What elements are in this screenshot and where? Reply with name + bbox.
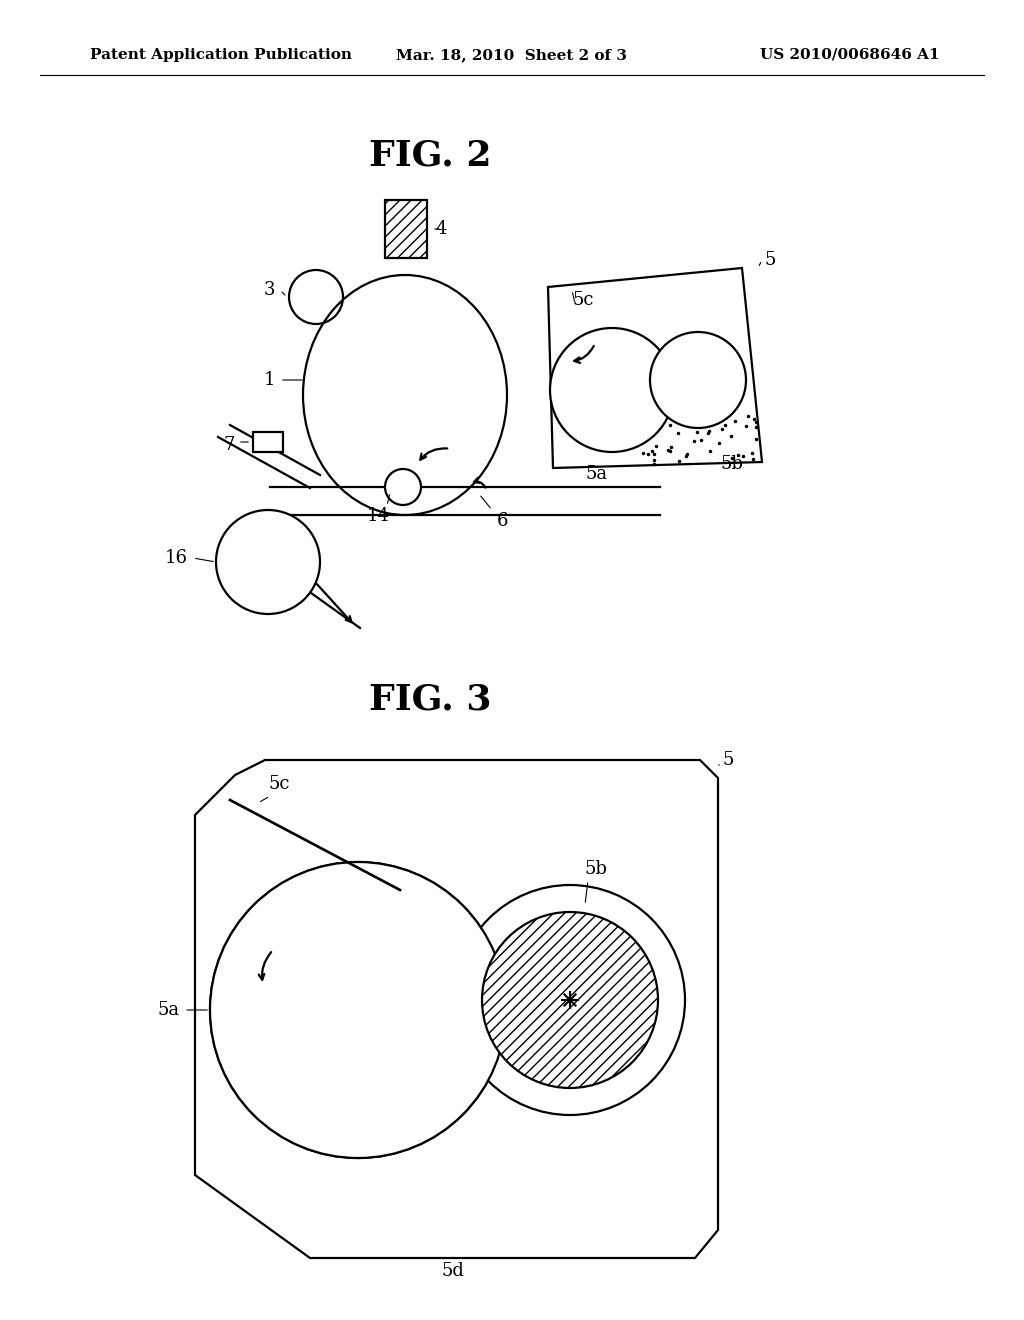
Text: FIG. 2: FIG. 2 — [369, 139, 492, 172]
Text: US 2010/0068646 A1: US 2010/0068646 A1 — [761, 48, 940, 62]
Text: 5b: 5b — [720, 455, 742, 473]
Bar — [253, 432, 283, 451]
Text: Mar. 18, 2010  Sheet 2 of 3: Mar. 18, 2010 Sheet 2 of 3 — [396, 48, 628, 62]
Circle shape — [385, 469, 421, 506]
Text: 7: 7 — [223, 436, 234, 454]
Text: 5a: 5a — [158, 1001, 180, 1019]
Circle shape — [210, 862, 506, 1158]
Text: 5b: 5b — [585, 861, 608, 878]
Polygon shape — [548, 268, 762, 469]
PathPatch shape — [195, 760, 718, 1258]
Circle shape — [216, 510, 319, 614]
Text: 1: 1 — [263, 371, 275, 389]
Circle shape — [650, 333, 746, 428]
Text: 5: 5 — [722, 751, 733, 770]
Circle shape — [550, 327, 674, 451]
Text: 5c: 5c — [268, 775, 290, 793]
Text: 5c: 5c — [572, 290, 594, 309]
Text: 5a: 5a — [586, 465, 608, 483]
Text: 4: 4 — [435, 220, 446, 238]
Text: Patent Application Publication: Patent Application Publication — [90, 48, 352, 62]
Text: 14: 14 — [368, 507, 390, 525]
Circle shape — [455, 884, 685, 1115]
Text: 5: 5 — [765, 251, 776, 269]
Text: 3: 3 — [263, 281, 275, 300]
Circle shape — [482, 912, 658, 1088]
Text: 5d: 5d — [441, 1262, 465, 1280]
Text: 6: 6 — [497, 512, 509, 531]
Text: FIG. 3: FIG. 3 — [369, 682, 492, 717]
Text: 16: 16 — [165, 549, 188, 568]
Circle shape — [210, 862, 506, 1158]
Bar — [385, 201, 427, 257]
